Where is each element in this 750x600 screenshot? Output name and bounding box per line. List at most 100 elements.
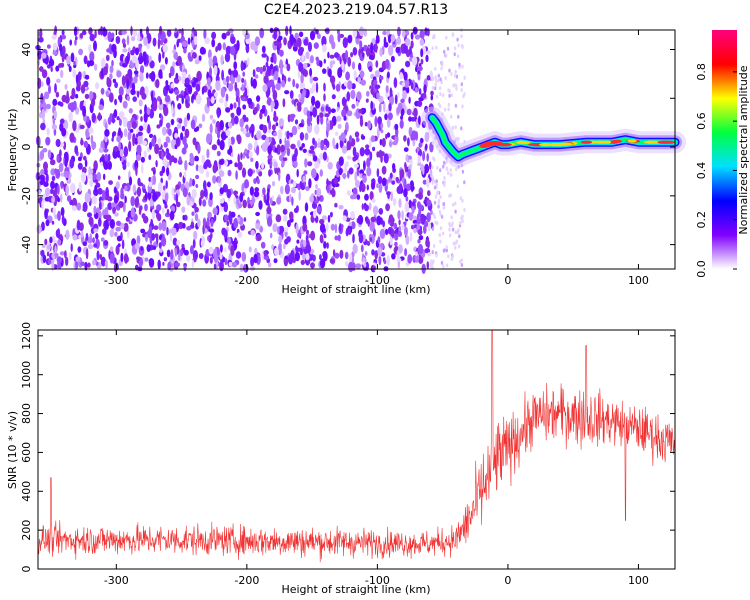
noise-blob	[68, 251, 72, 261]
snr-x-ticks: -300 -200 -100 0 100	[104, 330, 649, 587]
noise-blob	[184, 160, 188, 171]
noise-blob	[183, 249, 189, 256]
noise-blob	[203, 187, 208, 198]
noise-blob	[368, 202, 372, 211]
noise-blob	[54, 83, 57, 94]
noise-blob	[114, 231, 118, 237]
noise-blob	[40, 169, 45, 175]
snr-y-label: SNR (10 * v/v)	[6, 411, 19, 489]
noise-blob	[63, 141, 67, 151]
noise-blob	[435, 45, 438, 50]
noise-blob	[123, 146, 129, 158]
noise-blob	[241, 83, 245, 92]
noise-blob	[225, 45, 232, 55]
noise-blob	[386, 254, 391, 266]
noise-blob	[445, 167, 449, 172]
noise-blob	[275, 214, 282, 223]
noise-blob	[350, 210, 355, 220]
noise-blob	[431, 175, 434, 180]
noise-blob	[404, 78, 410, 88]
noise-blob	[382, 30, 387, 36]
noise-blob	[312, 107, 318, 118]
noise-blob	[118, 127, 122, 136]
noise-blob	[309, 30, 316, 41]
noise-blob	[87, 193, 91, 203]
noise-blob	[111, 202, 117, 209]
noise-blob	[219, 198, 225, 204]
noise-blob	[175, 193, 179, 204]
noise-blob	[243, 217, 247, 222]
noise-blob	[359, 26, 365, 37]
noise-blob	[143, 36, 148, 46]
noise-blob	[460, 263, 464, 267]
noise-blob	[453, 46, 457, 51]
noise-blob	[456, 37, 459, 42]
noise-blob	[190, 119, 196, 130]
noise-blob	[393, 77, 398, 89]
noise-blob	[376, 127, 380, 139]
noise-blob	[397, 244, 403, 254]
noise-blob	[376, 92, 380, 100]
noise-blob	[118, 141, 121, 152]
noise-blob	[155, 160, 158, 168]
noise-blob	[235, 251, 242, 259]
noise-blob	[166, 208, 170, 216]
noise-blob	[431, 260, 435, 265]
noise-blob	[379, 138, 383, 146]
noise-blob	[186, 112, 191, 121]
noise-blob	[327, 161, 333, 170]
noise-blob	[429, 169, 433, 178]
noise-blob	[125, 216, 130, 222]
noise-blob	[219, 170, 225, 178]
noise-blob	[136, 144, 142, 155]
noise-blob	[206, 216, 210, 227]
noise-blob	[379, 47, 383, 57]
colorbar-tick-label: 0.2	[695, 211, 708, 229]
noise-blob	[151, 137, 156, 147]
noise-blob	[424, 248, 431, 254]
noise-blob	[82, 105, 87, 117]
y-tick-label: 20	[20, 91, 33, 105]
noise-blob	[399, 169, 405, 179]
noise-blob	[128, 140, 132, 152]
noise-blob	[157, 38, 161, 50]
noise-blob	[161, 165, 166, 174]
noise-blob	[139, 109, 142, 115]
noise-blob	[109, 65, 114, 74]
noise-blob	[105, 90, 109, 97]
noise-blob	[448, 227, 451, 232]
noise-blob	[180, 132, 184, 141]
noise-blob	[217, 175, 221, 184]
noise-blob	[239, 192, 244, 203]
noise-blob	[305, 253, 310, 261]
noise-blob	[165, 136, 170, 143]
noise-blob	[212, 89, 215, 95]
noise-blob	[136, 256, 141, 261]
signal-hotspot	[627, 139, 637, 143]
noise-blob	[123, 253, 129, 264]
noise-blob	[463, 75, 466, 80]
noise-blob	[36, 224, 42, 234]
noise-blob	[122, 162, 127, 170]
noise-blob	[122, 43, 127, 48]
noise-blob	[89, 168, 94, 175]
noise-blob	[306, 116, 311, 127]
noise-blob	[266, 81, 273, 87]
noise-blob	[434, 66, 437, 71]
noise-blob	[109, 219, 116, 229]
noise-blob	[431, 266, 435, 271]
noise-blob	[107, 196, 113, 202]
noise-blob	[108, 161, 112, 170]
noise-blob	[80, 230, 84, 238]
noise-blob	[337, 32, 341, 43]
noise-blob	[240, 152, 243, 161]
noise-blob	[435, 78, 438, 83]
noise-blob	[290, 143, 296, 150]
noise-blob	[309, 67, 313, 77]
noise-blob	[230, 211, 236, 218]
noise-blob	[112, 206, 117, 214]
signal-hotspot	[491, 141, 502, 145]
noise-blob	[139, 72, 144, 82]
noise-blob	[247, 97, 253, 105]
noise-blob	[98, 217, 102, 227]
